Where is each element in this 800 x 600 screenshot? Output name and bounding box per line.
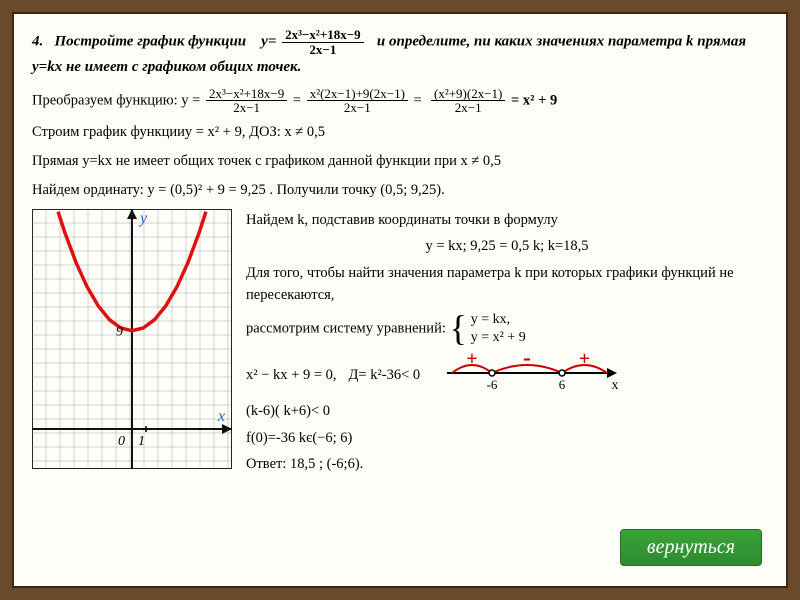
problem-fraction: 2x³−x²+18x−9 2x−1: [282, 28, 364, 56]
svg-text:6: 6: [559, 377, 566, 392]
brace-icon: {: [449, 312, 466, 344]
svg-text:+: +: [579, 351, 590, 370]
problem-number: 4.: [32, 34, 43, 50]
r4-wrap: рассмотрим систему уравнений: { y = kx, …: [246, 311, 768, 347]
problem-statement: 4. Постройте график функции y= 2x³−x²+18…: [32, 28, 768, 79]
r7: f(0)=-36 kє(−6; 6): [246, 427, 768, 449]
frac-3: (x²+9)(2x−1)2x−1: [431, 87, 505, 115]
svg-text:-: -: [523, 351, 531, 371]
func-lhs: y=: [261, 34, 276, 50]
return-button[interactable]: вернуться: [620, 529, 762, 566]
transform-prefix: Преобразуем функцию: y =: [32, 92, 200, 108]
r3: Для того, чтобы найти значения параметра…: [246, 262, 768, 307]
svg-text:0: 0: [118, 434, 125, 449]
r1: Найдем k, подставив координаты точки в ф…: [246, 209, 768, 231]
svg-text:x: x: [612, 378, 619, 393]
transform-result: = x² + 9: [511, 92, 557, 108]
return-label: вернуться: [647, 536, 735, 558]
content-row: y x 01 9 Найдем k, подставив координаты точ…: [32, 209, 768, 480]
frac-2: x²(2x−1)+9(2x−1)2x−1: [307, 87, 408, 115]
sign-line: + - + -6 6 x: [442, 351, 622, 400]
r8: Ответ: 18,5 ; (-6;6).: [246, 453, 768, 475]
problem-prefix: Постройте график функции: [55, 34, 247, 50]
sys-eq-1: y = kx,: [471, 312, 510, 327]
system-equations: y = kx, y = x² + 9: [471, 311, 526, 347]
r5b: Д= k²-36< 0: [349, 364, 421, 386]
transform-line: Преобразуем функцию: y = 2x³−x²+18x−92x−…: [32, 87, 768, 115]
svg-text:1: 1: [138, 434, 145, 449]
parabola-chart: y x 01 9: [32, 209, 232, 469]
r5a: x² − kx + 9 = 0,: [246, 364, 337, 386]
slide-board: 4. Постройте график функции y= 2x³−x²+18…: [12, 12, 788, 588]
r4: рассмотрим систему уравнений:: [246, 320, 446, 336]
sign-diagram: + - + -6 6 x: [442, 351, 622, 393]
line-4: Найдем ординату: y = (0,5)² + 9 = 9,25 .…: [32, 179, 768, 202]
r2: y = kx; 9,25 = 0,5 k; k=18,5: [246, 235, 768, 257]
sys-eq-2: y = x² + 9: [471, 330, 526, 345]
line-3: Прямая y=kx не имеет общих точек с графи…: [32, 150, 768, 173]
svg-text:-6: -6: [487, 377, 498, 392]
discriminant-row: x² − kx + 9 = 0, Д= k²-36< 0 + - + -6 6 x: [246, 351, 768, 400]
graph-box: y x 01 9: [32, 209, 232, 480]
svg-text:+: +: [466, 351, 477, 370]
svg-text:y: y: [138, 210, 148, 227]
svg-text:9: 9: [116, 324, 123, 339]
r6: (k-6)( k+6)< 0: [246, 400, 768, 422]
frac-1: 2x³−x²+18x−92x−1: [206, 87, 287, 115]
right-column: Найдем k, подставив координаты точки в ф…: [246, 209, 768, 480]
equation-system: { y = kx, y = x² + 9: [449, 311, 525, 347]
build-line: Строим график функцииy = x² + 9, ДОЗ: x …: [32, 121, 768, 144]
svg-text:x: x: [217, 408, 225, 425]
